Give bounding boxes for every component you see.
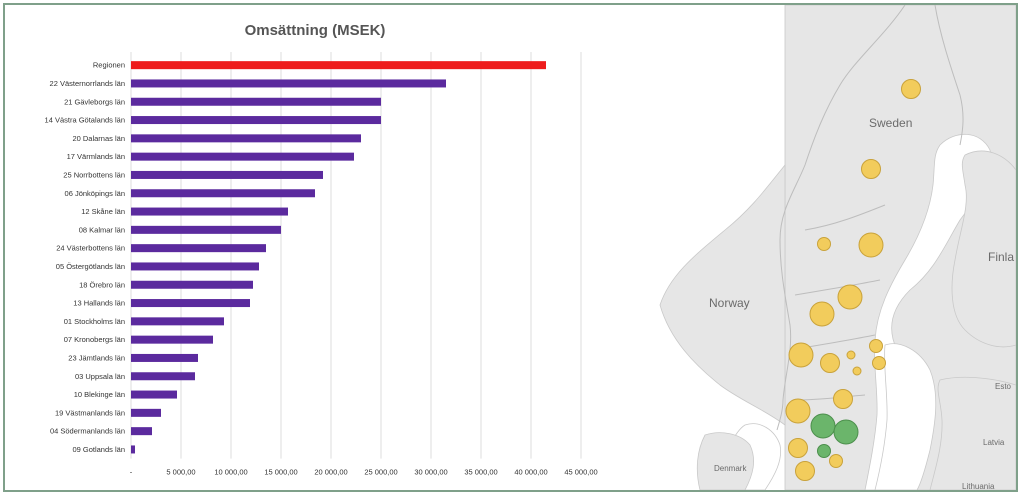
category-label: 24 Västerbottens län xyxy=(56,244,125,253)
bar-chart: Omsättning (MSEK) Regionen 22 Västernorrl… xyxy=(45,22,598,477)
bar xyxy=(131,408,161,417)
x-tick-label: 35 000,00 xyxy=(464,468,497,477)
bar xyxy=(131,207,288,216)
category-label: 05 Östergötlands län xyxy=(56,262,125,271)
bar xyxy=(131,353,198,362)
map-bubble[interactable] xyxy=(809,301,835,327)
category-label: 09 Gotlands län xyxy=(72,445,125,454)
label-finland: Finla xyxy=(988,250,1014,264)
land-finland xyxy=(951,150,1016,348)
bar xyxy=(131,79,446,88)
bar xyxy=(131,335,213,344)
category-label: 13 Hallands län xyxy=(73,299,125,308)
map-bubble[interactable] xyxy=(817,237,831,251)
label-denmark: Denmark xyxy=(714,464,747,473)
border-sweden-finland xyxy=(934,5,964,146)
bars xyxy=(131,61,546,454)
x-tick-labels: - 5 000,00 10 000,00 15 000,00 20 000,00 25 0… xyxy=(130,468,598,477)
bar xyxy=(131,152,354,161)
sea-baltic xyxy=(874,343,937,490)
bar xyxy=(131,299,250,308)
category-label: 25 Norrbottens län xyxy=(63,170,125,179)
bar xyxy=(131,280,253,289)
bar xyxy=(131,134,361,143)
x-tick-label: 15 000,00 xyxy=(264,468,297,477)
category-label: 03 Uppsala län xyxy=(75,372,125,381)
map-bubble[interactable] xyxy=(833,389,853,409)
map-bubble[interactable] xyxy=(788,342,814,368)
category-label: 22 Västernorrlands län xyxy=(50,79,125,88)
x-tick-label: 20 000,00 xyxy=(314,468,347,477)
bar xyxy=(131,170,323,179)
map-bubble[interactable] xyxy=(852,366,862,376)
category-labels: Regionen 22 Västernorrlands län 21 Gävlebo… xyxy=(45,61,125,454)
land-baltics xyxy=(929,376,1016,490)
x-tick-label: 5 000,00 xyxy=(166,468,195,477)
map-bubble[interactable] xyxy=(788,438,808,458)
sweden-map: Sweden Norway Finla Denmark Esto Latvia … xyxy=(659,5,1016,490)
category-label: 01 Stockholms län xyxy=(64,317,125,326)
bar xyxy=(131,317,224,326)
bar xyxy=(131,97,381,106)
category-label: 07 Kronobergs län xyxy=(64,335,125,344)
gridlines xyxy=(130,52,582,459)
x-tick-label: - xyxy=(130,468,133,477)
dashboard-frame: Omsättning (MSEK) Regionen 22 Västernorrl… xyxy=(3,3,1018,492)
x-tick-label: 10 000,00 xyxy=(214,468,247,477)
bar xyxy=(131,445,135,454)
map-bubble[interactable] xyxy=(846,350,856,360)
map-bubble[interactable] xyxy=(869,339,883,353)
border-norway-sweden xyxy=(776,5,906,431)
category-label: 18 Örebro län xyxy=(79,280,125,289)
bar xyxy=(131,390,177,399)
map-bubble[interactable] xyxy=(901,79,921,99)
label-norway: Norway xyxy=(709,296,750,310)
x-tick-label: 45 000,00 xyxy=(564,468,597,477)
bar xyxy=(131,427,152,436)
category-label: 21 Gävleborgs län xyxy=(64,97,125,106)
border-inner-1 xyxy=(789,204,886,401)
category-label: 08 Kalmar län xyxy=(79,225,125,234)
map-bubble[interactable] xyxy=(810,413,836,439)
bar xyxy=(131,244,266,253)
map-bubble[interactable] xyxy=(829,454,843,468)
label-latvia: Latvia xyxy=(983,438,1005,447)
x-tick-label: 30 000,00 xyxy=(414,468,447,477)
map-bubble[interactable] xyxy=(861,159,881,179)
chart-title: Omsättning (MSEK) xyxy=(245,22,386,39)
bar xyxy=(131,116,381,125)
map-bubble[interactable] xyxy=(872,356,886,370)
x-tick-label: 25 000,00 xyxy=(364,468,397,477)
bar xyxy=(131,225,281,234)
map-bubbles xyxy=(785,79,921,481)
category-label: 20 Dalarnas län xyxy=(72,134,125,143)
category-label: 10 Blekinge län xyxy=(74,390,125,399)
land-denmark xyxy=(696,432,755,490)
map-bubble[interactable] xyxy=(837,284,863,310)
label-lithuania: Lithuania xyxy=(962,482,995,490)
category-label: 17 Värmlands län xyxy=(67,152,125,161)
map-bubble[interactable] xyxy=(833,419,859,445)
bar xyxy=(131,262,259,271)
bar xyxy=(131,189,315,198)
category-label: 06 Jönköpings län xyxy=(65,189,125,198)
land-norway-west xyxy=(659,163,786,426)
label-sweden: Sweden xyxy=(869,116,912,130)
map-bubble[interactable] xyxy=(820,353,840,373)
category-label: 14 Västra Götalands län xyxy=(45,116,125,125)
x-tick-label: 40 000,00 xyxy=(514,468,547,477)
category-label: 04 Södermanlands län xyxy=(50,427,125,436)
map-bubble[interactable] xyxy=(817,444,831,458)
category-label: Regionen xyxy=(93,61,125,70)
label-estonia: Esto xyxy=(995,382,1012,391)
map-bubble[interactable] xyxy=(785,398,811,424)
bar xyxy=(131,372,195,381)
category-label: 23 Jämtlands län xyxy=(68,353,125,362)
map-bubble[interactable] xyxy=(795,461,815,481)
category-label: 12 Skåne län xyxy=(81,207,125,216)
bar xyxy=(131,61,546,70)
category-label: 19 Västmanlands län xyxy=(55,408,125,417)
map-bubble[interactable] xyxy=(858,232,884,258)
